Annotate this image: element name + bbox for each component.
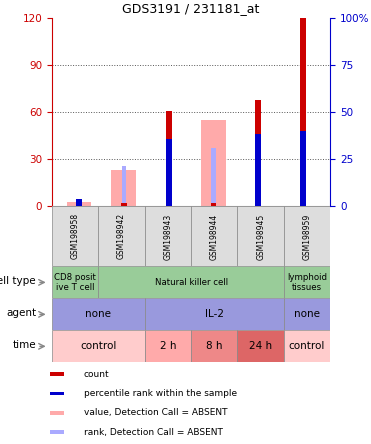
Bar bbox=[211, 203, 216, 206]
Text: none: none bbox=[294, 309, 320, 319]
Bar bbox=[284, 266, 330, 298]
Text: control: control bbox=[289, 341, 325, 351]
Bar bbox=[50, 373, 64, 376]
Bar bbox=[50, 411, 64, 415]
Bar bbox=[237, 330, 284, 362]
Bar bbox=[122, 166, 126, 206]
Bar bbox=[145, 330, 191, 362]
Bar bbox=[76, 198, 82, 206]
Bar bbox=[284, 206, 330, 266]
Bar bbox=[284, 330, 330, 362]
Bar bbox=[284, 298, 330, 330]
Bar bbox=[256, 134, 261, 206]
Bar bbox=[301, 18, 306, 206]
Text: rank, Detection Call = ABSENT: rank, Detection Call = ABSENT bbox=[84, 428, 223, 436]
Bar bbox=[211, 148, 216, 206]
Text: control: control bbox=[80, 341, 116, 351]
Bar bbox=[98, 266, 284, 298]
Text: 8 h: 8 h bbox=[206, 341, 223, 351]
Bar bbox=[111, 170, 136, 206]
Text: GSM198943: GSM198943 bbox=[163, 213, 173, 260]
Bar bbox=[52, 330, 145, 362]
Text: Natural killer cell: Natural killer cell bbox=[154, 278, 228, 287]
Text: percentile rank within the sample: percentile rank within the sample bbox=[84, 389, 237, 398]
Text: time: time bbox=[13, 340, 36, 350]
Bar bbox=[121, 203, 127, 206]
Text: GSM198959: GSM198959 bbox=[302, 213, 312, 260]
Bar bbox=[191, 206, 237, 266]
Bar bbox=[76, 203, 82, 206]
Bar bbox=[256, 99, 261, 206]
Title: GDS3191 / 231181_at: GDS3191 / 231181_at bbox=[122, 2, 260, 15]
Text: agent: agent bbox=[6, 308, 36, 318]
Bar bbox=[191, 330, 237, 362]
Text: 2 h: 2 h bbox=[160, 341, 176, 351]
Text: IL-2: IL-2 bbox=[205, 309, 224, 319]
Text: cell type: cell type bbox=[0, 276, 36, 286]
Text: GSM198944: GSM198944 bbox=[210, 213, 219, 260]
Text: value, Detection Call = ABSENT: value, Detection Call = ABSENT bbox=[84, 408, 227, 417]
Bar bbox=[52, 266, 98, 298]
Text: none: none bbox=[85, 309, 111, 319]
Text: GSM198942: GSM198942 bbox=[117, 214, 126, 259]
Bar bbox=[77, 198, 81, 206]
Bar bbox=[50, 392, 64, 395]
Bar bbox=[50, 430, 64, 434]
Bar bbox=[52, 298, 145, 330]
Text: 24 h: 24 h bbox=[249, 341, 272, 351]
Bar bbox=[166, 111, 171, 206]
Text: GSM198945: GSM198945 bbox=[256, 213, 265, 260]
Bar bbox=[66, 202, 91, 206]
Bar bbox=[237, 206, 284, 266]
Text: lymphoid
tissues: lymphoid tissues bbox=[287, 273, 327, 292]
Bar bbox=[145, 206, 191, 266]
Bar bbox=[52, 206, 98, 266]
Text: count: count bbox=[84, 370, 109, 379]
Bar bbox=[201, 120, 226, 206]
Bar bbox=[98, 206, 145, 266]
Text: GSM198958: GSM198958 bbox=[70, 214, 80, 259]
Text: CD8 posit
ive T cell: CD8 posit ive T cell bbox=[54, 273, 96, 292]
Bar bbox=[145, 298, 284, 330]
Bar bbox=[301, 131, 306, 206]
Bar bbox=[166, 139, 171, 206]
